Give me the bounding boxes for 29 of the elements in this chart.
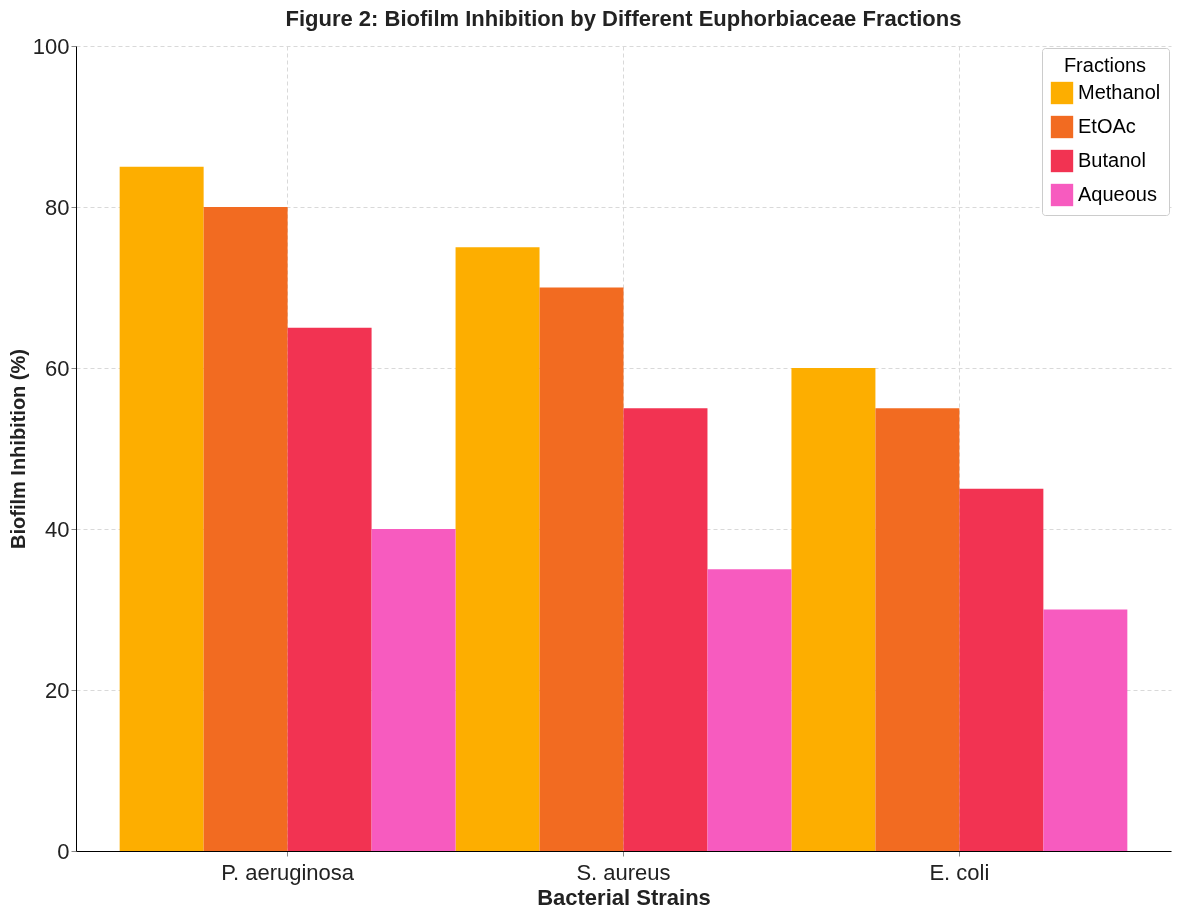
x-tick-label: S. aureus — [576, 859, 671, 885]
bar — [539, 287, 624, 851]
bar — [707, 569, 792, 851]
y-tick-label: 80 — [45, 194, 70, 220]
bar — [623, 408, 708, 851]
bar — [371, 529, 456, 851]
bar — [791, 368, 876, 851]
legend-label: Butanol — [1078, 149, 1146, 171]
bar — [875, 408, 960, 851]
y-tick-label: 0 — [57, 838, 70, 864]
legend-label: EtOAc — [1078, 115, 1136, 137]
legend-label: Methanol — [1078, 81, 1161, 103]
y-tick-label: 100 — [32, 33, 70, 59]
bar — [455, 247, 540, 851]
y-tick-label: 20 — [45, 677, 70, 703]
x-tick-label: P. aeruginosa — [221, 859, 355, 885]
chart-title: Figure 2: Biofilm Inhibition by Different Euphorbiaceae Fractions — [285, 6, 962, 31]
bar — [287, 327, 372, 851]
bar — [959, 488, 1044, 851]
y-tick-label: 40 — [45, 516, 70, 542]
bar — [203, 207, 288, 851]
bar — [1043, 609, 1128, 851]
bar — [119, 166, 204, 851]
legend-label: Aqueous — [1078, 183, 1157, 205]
legend-title: Fractions — [1063, 54, 1147, 76]
x-axis-title: Bacterial Strains — [537, 884, 711, 907]
y-tick-label: 60 — [45, 355, 70, 381]
x-tick-label: E. coli — [929, 859, 990, 885]
y-axis-title: Biofilm Inhibition (%) — [6, 349, 29, 549]
